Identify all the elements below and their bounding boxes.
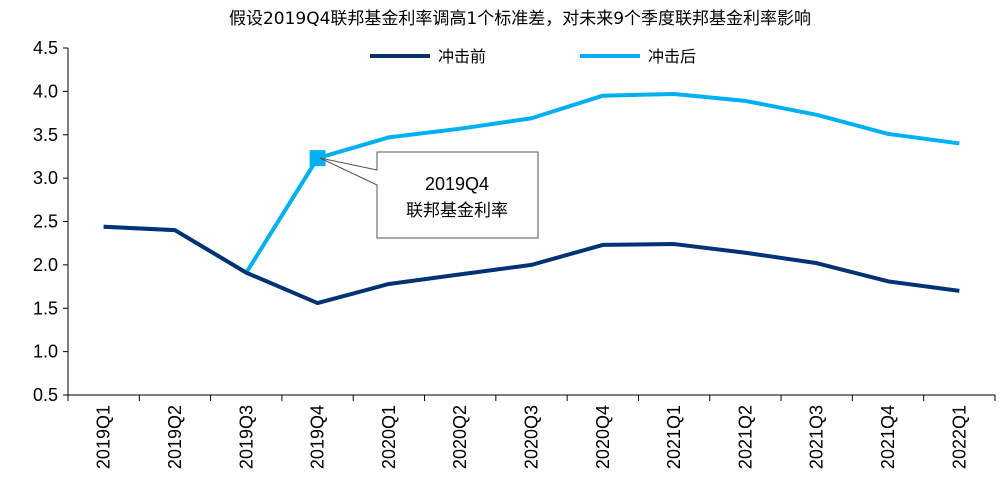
annotation-line1: 2019Q4 xyxy=(425,174,489,194)
legend: 冲击前 冲击后 xyxy=(370,47,696,66)
x-tick-label: 2019Q3 xyxy=(236,405,256,469)
annotation: 2019Q4 联邦基金利率 xyxy=(319,151,539,239)
x-tick-label: 2020Q4 xyxy=(593,405,613,469)
y-tick-label: 0.5 xyxy=(33,385,58,405)
y-tick-label: 2.5 xyxy=(33,212,58,232)
x-tick-label: 2021Q2 xyxy=(735,405,755,469)
x-tick-label: 2020Q1 xyxy=(379,405,399,469)
annotation-callout xyxy=(319,151,539,239)
y-tick-label: 4.0 xyxy=(33,81,58,101)
y-tick-label: 1.5 xyxy=(33,298,58,318)
x-tick-label: 2019Q4 xyxy=(308,405,328,469)
x-tick-label: 2021Q4 xyxy=(878,405,898,469)
y-tick-label: 1.0 xyxy=(33,342,58,362)
x-tick-label: 2020Q3 xyxy=(522,405,542,469)
legend-label-0: 冲击前 xyxy=(438,47,486,66)
x-tick-label: 2021Q3 xyxy=(807,405,827,469)
y-tick-label: 2.0 xyxy=(33,255,58,275)
x-tick-label: 2019Q1 xyxy=(94,405,114,469)
chart-title: 假设2019Q4联邦基金利率调高1个标准差，对未来9个季度联邦基金利率影响 xyxy=(229,9,811,29)
x-tick-label: 2019Q2 xyxy=(165,405,185,469)
y-tick-label: 3.5 xyxy=(33,125,58,145)
y-tick-label: 3.0 xyxy=(33,168,58,188)
x-tick-label: 2021Q1 xyxy=(664,405,684,469)
y-tick-label: 4.5 xyxy=(33,38,58,58)
x-tick-label: 2020Q2 xyxy=(450,405,470,469)
annotation-line2: 联邦基金利率 xyxy=(406,201,508,221)
legend-label-1: 冲击后 xyxy=(648,47,696,66)
highlight-marker xyxy=(309,150,326,167)
series-line-0 xyxy=(103,224,960,306)
x-tick-label: 2022Q1 xyxy=(949,405,969,469)
